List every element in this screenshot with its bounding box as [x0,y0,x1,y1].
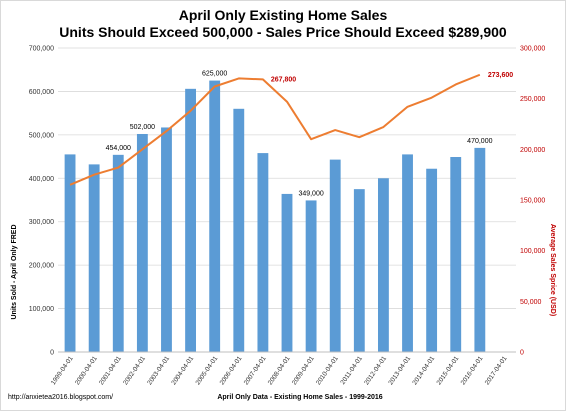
right-axis: 0 50,000 100,000 150,000 200,000 250,000 300,0… [520,46,545,357]
line-series [69,73,481,186]
chart-title: April Only Existing Home Sales [179,7,388,23]
y2-tick-label: 100,000 [520,248,545,255]
line-data-label: 273,600 [488,72,513,79]
bar [257,153,269,352]
data-labels: 454,000 502,000 625,000 349,000 470,000 267,8… [106,71,514,198]
y2-tick-label: 200,000 [520,147,545,154]
y-tick-label: 0 [50,350,54,357]
left-axis: 0 100,000 200,000 300,000 400,000 500,000 600,… [29,46,54,357]
bar-data-label: 625,000 [202,71,227,78]
bar-data-label: 502,000 [130,124,155,131]
bar-data-label: 470,000 [467,138,492,145]
line-data-label: 267,800 [271,76,296,83]
price-line [69,73,481,186]
bar [112,154,124,352]
bar [233,108,245,352]
bar-data-label: 454,000 [106,145,131,152]
y2-tick-label: 0 [520,350,524,357]
y2-tick-label: 300,000 [520,46,545,53]
x-axis-label: April Only Data - Existing Home Sales - … [217,394,382,401]
y-tick-label: 100,000 [29,306,54,313]
y-tick-label: 700,000 [29,46,54,53]
y-tick-label: 300,000 [29,219,54,226]
bar [329,159,341,352]
y2-tick-label: 50,000 [520,299,542,306]
bar [353,189,365,352]
y-tick-label: 500,000 [29,132,54,139]
y2-tick-label: 250,000 [520,96,545,103]
bar [209,80,221,353]
bar [185,88,197,352]
chart-subtitle: Units Should Exceed 500,000 - Sales Pric… [59,24,507,40]
bar [136,133,148,352]
bar [64,154,76,352]
bar [161,127,172,352]
y-tick-label: 600,000 [29,89,54,96]
bar [474,147,486,352]
bar [305,200,317,352]
y-tick-label: 400,000 [29,176,54,183]
bar-series [64,80,486,353]
bar [450,157,462,352]
y2-axis-label: Average Sales Sprice (USD) [549,224,556,316]
y2-tick-label: 150,000 [520,198,545,205]
bar [88,164,100,352]
bar-data-label: 349,000 [298,190,323,197]
source-url: http://anxietea2016.blogspot.com/ [8,394,113,401]
bar [426,168,438,352]
bar [402,154,413,352]
bar [281,193,293,352]
y-tick-label: 200,000 [29,263,54,270]
y-axis-label: Units Sold - April Only FRED [11,224,18,319]
bar [377,178,389,352]
